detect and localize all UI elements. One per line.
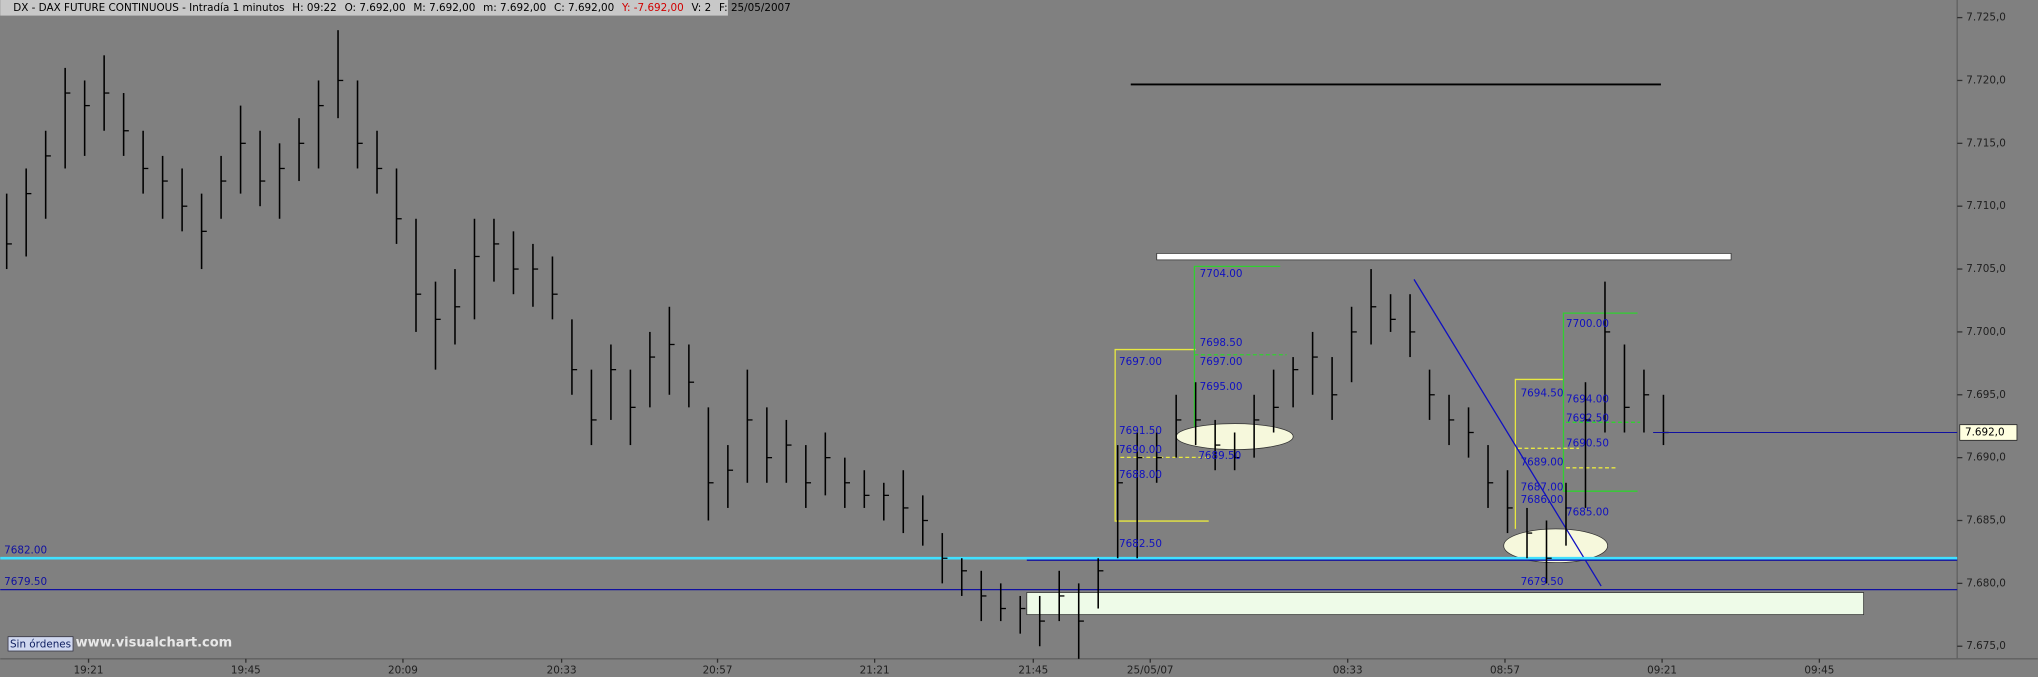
x-tick-label: 20:09 — [388, 665, 418, 677]
x-tick-label: 09:21 — [1647, 665, 1677, 677]
header-item: C: 7.692,00 — [554, 2, 614, 14]
x-tick-label: 19:45 — [231, 665, 261, 677]
support-zone — [1026, 592, 1865, 616]
price-annotation: 7685.00 — [1566, 507, 1609, 519]
price-annotation: 7700.00 — [1566, 318, 1609, 330]
y-tick-label: 7.700,0 — [1966, 326, 2006, 338]
price-annotation: 7682.50 — [1119, 538, 1162, 550]
price-annotation: 7689.00 — [1521, 456, 1564, 468]
x-tick-label: 19:21 — [74, 665, 104, 677]
price-annotation: 7692.50 — [1566, 412, 1609, 424]
level-label: 7679.50 — [4, 576, 47, 588]
price-annotation: 7687.00 — [1521, 482, 1564, 494]
price-annotation: 7686.00 — [1521, 494, 1564, 506]
price-annotation: 7689.50 — [1198, 450, 1241, 462]
price-annotation: 7691.50 — [1119, 425, 1162, 437]
trend-line — [1413, 279, 1602, 587]
header-bar — [0, 0, 728, 16]
price-annotation: 7690.50 — [1566, 438, 1609, 450]
resistance-zone — [1156, 252, 1732, 261]
header-item: M: 7.692,00 — [413, 2, 475, 14]
x-tick-label: 08:33 — [1333, 665, 1363, 677]
y-tick-label: 7.680,0 — [1966, 577, 2006, 589]
price-annotation: 7694.00 — [1566, 394, 1609, 406]
level-boxes — [1114, 265, 1641, 529]
price-annotation: 7704.00 — [1200, 268, 1243, 280]
y-tick-label: 7.705,0 — [1966, 263, 2006, 275]
header-item: Y: -7.692,00 — [621, 2, 684, 14]
x-tick-label: 21:45 — [1018, 665, 1048, 677]
header-item: F: 25/05/2007 — [719, 2, 791, 14]
price-annotation: 7697.00 — [1200, 356, 1243, 368]
x-tick-label: 21:21 — [860, 665, 890, 677]
price-annotation: 7697.00 — [1119, 356, 1162, 368]
orders-button-label[interactable]: Sin órdenes — [10, 639, 71, 651]
price-annotation: 7694.50 — [1521, 387, 1564, 399]
last-price-label: 7.692,0 — [1965, 426, 2005, 438]
y-tick-label: 7.720,0 — [1966, 74, 2006, 86]
header-item: O: 7.692,00 — [345, 2, 406, 14]
last-price-box — [1959, 424, 2018, 441]
y-tick-label: 7.710,0 — [1966, 200, 2006, 212]
yellow-box — [1114, 348, 1209, 522]
header-item: m: 7.692,00 — [483, 2, 546, 14]
x-tick-label: 08:57 — [1490, 665, 1520, 677]
x-tick-label: 20:33 — [547, 665, 577, 677]
yellow-box — [1514, 378, 1564, 529]
watermark: www.visualchart.com — [76, 636, 233, 651]
price-annotation: 7679.50 — [1521, 576, 1564, 588]
y-tick-label: 7.690,0 — [1966, 452, 2006, 464]
x-tick-label: 09:45 — [1804, 665, 1834, 677]
y-tick-label: 7.725,0 — [1966, 12, 2006, 24]
y-tick-label: 7.675,0 — [1966, 640, 2006, 652]
green-box — [1562, 312, 1638, 492]
price-annotation: 7690.00 — [1119, 444, 1162, 456]
header-item: H: 09:22 — [292, 2, 337, 14]
marks: 7.675,0 7.680,0 7.685,0 7.690,0 7.695,0 7.700… — [0, 12, 2018, 677]
green-box — [1193, 265, 1281, 436]
x-tick-label: 20:57 — [703, 665, 733, 677]
x-tick-label: 25/05/07 — [1127, 665, 1174, 677]
header-item: V: 2 — [692, 2, 712, 14]
orders-button[interactable] — [7, 636, 74, 652]
price-annotation: 7698.50 — [1200, 337, 1243, 349]
y-tick-label: 7.715,0 — [1966, 137, 2006, 149]
level-label: 7682.00 — [4, 544, 47, 556]
y-tick-label: 7.695,0 — [1966, 389, 2006, 401]
header: DX - DAX FUTURE CONTINUOUS - Intradía 1 … — [13, 2, 791, 14]
y-tick-label: 7.685,0 — [1966, 515, 2006, 527]
price-annotation: 7695.00 — [1200, 381, 1243, 393]
price-annotation: 7688.00 — [1119, 469, 1162, 481]
header-item: DX - DAX FUTURE CONTINUOUS - Intradía 1 … — [13, 2, 284, 14]
